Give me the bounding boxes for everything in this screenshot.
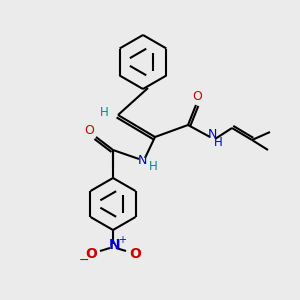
Text: N: N bbox=[109, 238, 121, 252]
Text: N: N bbox=[137, 154, 147, 166]
Text: H: H bbox=[214, 136, 222, 149]
Text: O: O bbox=[129, 247, 141, 261]
Text: H: H bbox=[100, 106, 108, 119]
Text: H: H bbox=[148, 160, 158, 172]
Text: −: − bbox=[79, 254, 89, 266]
Text: N: N bbox=[207, 128, 217, 142]
Text: +: + bbox=[118, 235, 126, 245]
Text: O: O bbox=[85, 247, 97, 261]
Text: O: O bbox=[84, 124, 94, 137]
Text: O: O bbox=[192, 91, 202, 103]
